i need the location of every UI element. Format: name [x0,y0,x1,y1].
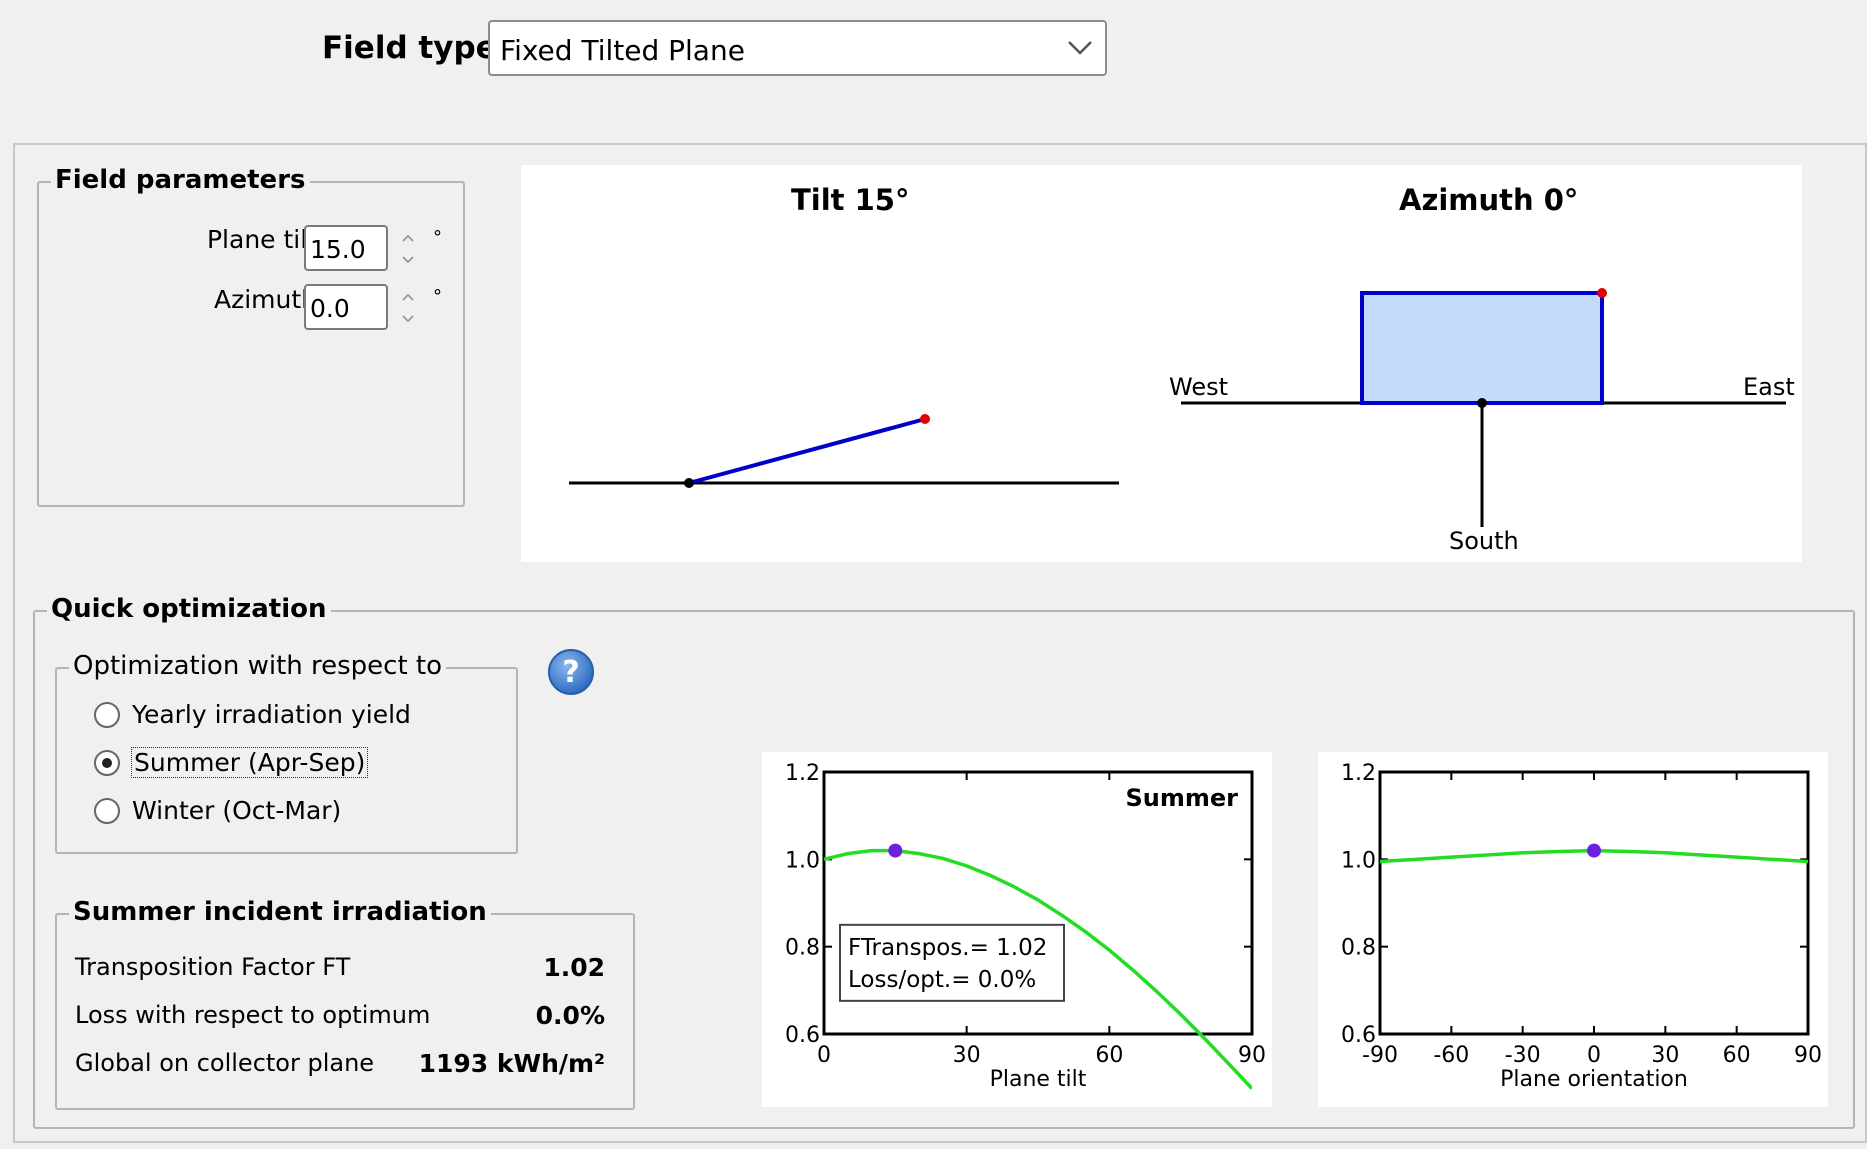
annotation-box [839,923,1065,1002]
azimuth-corner-dot [1597,288,1607,298]
radio-circle [94,798,120,824]
azimuth-center-dot [1477,398,1487,408]
radio-label: Yearly irradiation yield [132,700,411,729]
x-tick-label: 60 [1095,1043,1123,1068]
summer-irradiation-group: Summer incident irradiation Transpositio… [55,897,635,1110]
radio-label: Winter (Oct-Mar) [132,796,342,825]
south-label: South [1449,527,1519,555]
y-tick-label: 1.2 [1341,761,1376,786]
y-tick-label: 1.0 [785,848,820,873]
y-tick-label: 0.8 [785,936,820,961]
x-tick-label: 0 [1587,1043,1601,1068]
loss-optimum-value: 0.0% [535,1001,605,1030]
tilt-plane-line [688,417,926,485]
plane-tilt-spinner[interactable] [399,227,417,271]
quick-optimization-group: Quick optimization [33,594,1855,1129]
transposition-factor-label: Transposition Factor FT [75,953,351,981]
y-tick-label: 0.6 [785,1023,820,1048]
azimuth-spinner[interactable] [399,286,417,330]
azimuth-plane-rect [1360,291,1604,405]
x-tick-label: 90 [1794,1043,1822,1068]
y-tick-label: 1.2 [785,761,820,786]
tilt-tip-dot [920,414,930,424]
global-collector-label: Global on collector plane [75,1049,375,1077]
tilt-sketch-title: Tilt 15° [791,183,910,217]
tilt-pivot-dot [684,478,694,488]
tilt-chart: 0.6 0.8 1.0 1.2 0 30 60 90 Plane tilt Summer FTran… [762,752,1272,1107]
chevron-down-icon [1068,41,1092,55]
plot-frame [822,770,1254,1036]
orientation-sketch-panel: Tilt 15° Azimuth 0° West East South [521,165,1802,562]
svg-text:?: ? [562,655,579,690]
x-tick-label: 90 [1238,1043,1266,1068]
azimuth-label: Azimuth [213,285,317,314]
y-tick-label: 0.6 [1341,1023,1376,1048]
field-parameters-group: Field parameters Plane tilt 15.0 ° Azimu… [37,165,465,507]
azimuth-sketch-title: Azimuth 0° [1399,183,1579,217]
field-parameters-title: Field parameters [51,165,310,195]
loss-optimum-label: Loss with respect to optimum [75,1001,431,1029]
field-type-value: Fixed Tilted Plane [500,34,745,67]
help-icon[interactable]: ? [547,648,595,696]
optimum-marker [888,843,903,858]
tilt-chart-svg: 0.6 0.8 1.0 1.2 0 30 60 90 Plane tilt Summer FTran… [785,761,1266,1092]
plane-tilt-unit: ° [433,227,442,248]
radio-circle [94,750,120,776]
x-tick-label: 30 [953,1043,981,1068]
annotation-text: Loss/opt.= 0.0% [848,967,1036,993]
radio-label: Summer (Apr-Sep) [130,747,369,778]
x-tick-label: 0 [817,1043,831,1068]
azimuth-input[interactable]: 0.0 [304,284,388,330]
main-panel [13,143,1867,1143]
y-tick-label: 0.8 [1341,936,1376,961]
west-label: West [1169,373,1229,401]
summer-irradiation-title: Summer incident irradiation [69,897,491,927]
x-tick-label: -60 [1433,1043,1469,1068]
plane-tilt-input[interactable]: 15.0 [304,225,388,271]
chart-title: Summer [1126,784,1239,812]
field-type-select[interactable]: Fixed Tilted Plane [488,20,1107,76]
x-tick-label: -90 [1362,1043,1398,1068]
orientation-sketch [569,288,1786,527]
global-collector-value: 1193 kWh/m² [418,1049,605,1078]
optimization-respect-group: Optimization with respect to Yearly irra… [55,651,518,854]
quick-optimization-title: Quick optimization [47,594,331,624]
plane-tilt-label: Plane tilt [206,225,317,254]
x-tick-label: 60 [1723,1043,1751,1068]
x-tick-label: -30 [1505,1043,1541,1068]
x-tick-label: 30 [1651,1043,1679,1068]
optimization-respect-title: Optimization with respect to [69,651,447,681]
annotation-text: FTranspos.= 1.02 [848,935,1047,961]
orientation-chart: 0.6 0.8 1.0 1.2 -90 -60 -30 0 30 60 90 Plane orient… [1318,752,1828,1107]
azimuth-unit: ° [433,286,442,307]
y-tick-label: 1.0 [1341,848,1376,873]
plot-frame [1378,770,1810,1036]
x-axis-label: Plane orientation [1500,1067,1688,1092]
radio-selected-dot [102,758,112,768]
x-axis-label: Plane tilt [990,1067,1087,1092]
radio-circle [94,702,120,728]
east-label: East [1743,373,1795,401]
field-type-label: Field type [322,30,497,66]
transposition-factor-value: 1.02 [543,953,605,982]
optimum-marker [1587,843,1601,858]
orientation-chart-svg: 0.6 0.8 1.0 1.2 -90 -60 -30 0 30 60 90 Plane orient… [1341,761,1822,1092]
